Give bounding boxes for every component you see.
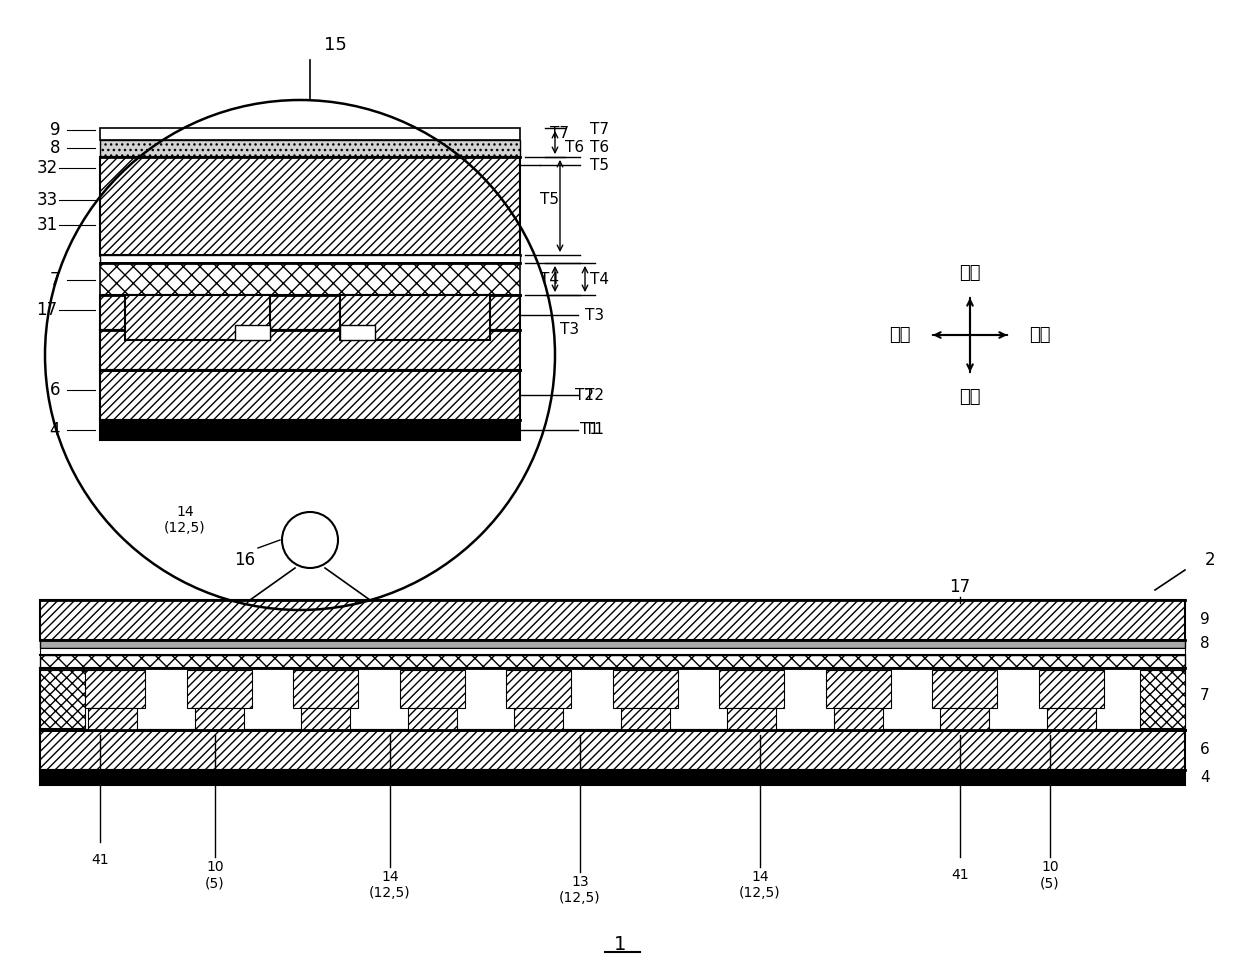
- Text: 下側: 下側: [960, 388, 981, 406]
- Bar: [613, 670, 677, 708]
- Bar: [100, 330, 520, 370]
- Text: T4: T4: [539, 271, 559, 287]
- Bar: [826, 670, 890, 708]
- Text: 17: 17: [950, 578, 971, 596]
- Text: 8: 8: [50, 139, 61, 157]
- Bar: [620, 708, 670, 730]
- Text: 10
(5): 10 (5): [205, 860, 224, 890]
- Bar: [940, 708, 990, 730]
- Text: 32: 32: [36, 159, 57, 177]
- Text: 上側: 上側: [960, 264, 981, 282]
- Text: 6: 6: [1200, 743, 1210, 757]
- Text: T5: T5: [590, 157, 609, 173]
- Text: 2: 2: [1205, 551, 1215, 569]
- Text: T4: T4: [590, 271, 609, 287]
- Text: T3: T3: [560, 322, 579, 338]
- Text: 6: 6: [50, 381, 61, 399]
- Text: 10
(5): 10 (5): [1040, 860, 1060, 890]
- Bar: [1140, 670, 1185, 728]
- Text: 7: 7: [1200, 687, 1210, 703]
- Bar: [833, 708, 883, 730]
- Bar: [932, 670, 997, 708]
- Text: 41: 41: [92, 853, 109, 867]
- Text: T1: T1: [580, 423, 599, 437]
- Text: T7: T7: [551, 127, 569, 142]
- Text: 31: 31: [36, 216, 57, 234]
- Text: 15: 15: [324, 36, 346, 54]
- Text: 1: 1: [614, 936, 626, 955]
- Bar: [408, 708, 456, 730]
- Bar: [100, 128, 520, 140]
- Text: T5: T5: [539, 192, 559, 208]
- Text: 14
(12,5): 14 (12,5): [370, 870, 410, 900]
- Bar: [515, 708, 563, 730]
- Bar: [100, 420, 520, 440]
- Bar: [100, 370, 520, 420]
- Bar: [100, 295, 520, 330]
- Text: T1: T1: [585, 423, 604, 437]
- Bar: [340, 325, 374, 340]
- Text: 17: 17: [36, 301, 57, 319]
- Text: T7: T7: [590, 123, 609, 138]
- Text: 33: 33: [36, 191, 57, 209]
- Bar: [81, 670, 145, 708]
- Text: 4: 4: [1200, 770, 1210, 786]
- Bar: [506, 670, 570, 708]
- Text: 14
(12,5): 14 (12,5): [739, 870, 781, 900]
- Bar: [100, 140, 520, 157]
- Bar: [186, 670, 252, 708]
- Text: 13
(12,5): 13 (12,5): [559, 874, 601, 905]
- Bar: [236, 325, 270, 340]
- Bar: [40, 648, 1185, 655]
- Bar: [399, 670, 465, 708]
- Text: T6: T6: [565, 141, 584, 155]
- Bar: [719, 670, 784, 708]
- Bar: [340, 295, 490, 340]
- Bar: [1047, 708, 1095, 730]
- Bar: [40, 730, 1185, 770]
- Bar: [40, 600, 1185, 640]
- Text: T6: T6: [590, 141, 609, 155]
- Text: T2: T2: [575, 387, 594, 402]
- Text: 左側: 左側: [889, 326, 910, 344]
- Bar: [100, 255, 520, 263]
- Text: 右側: 右側: [1029, 326, 1050, 344]
- Bar: [40, 640, 1185, 648]
- Bar: [727, 708, 776, 730]
- Text: 8: 8: [1200, 636, 1210, 652]
- Text: T2: T2: [585, 387, 604, 402]
- Text: 9: 9: [1200, 613, 1210, 628]
- Bar: [88, 708, 136, 730]
- Text: 14
(12,5): 14 (12,5): [164, 505, 206, 535]
- Bar: [40, 655, 1185, 668]
- Text: T3: T3: [585, 307, 604, 322]
- Text: 9: 9: [50, 121, 61, 139]
- Bar: [301, 708, 350, 730]
- Bar: [293, 670, 358, 708]
- Bar: [40, 670, 86, 728]
- Text: 41: 41: [951, 868, 968, 882]
- Text: 7: 7: [50, 271, 61, 289]
- Bar: [40, 668, 1185, 730]
- Bar: [125, 295, 270, 340]
- Bar: [40, 770, 1185, 785]
- Bar: [100, 157, 520, 255]
- Bar: [195, 708, 243, 730]
- Bar: [1039, 670, 1104, 708]
- Text: 4: 4: [50, 421, 61, 439]
- Text: 16: 16: [234, 551, 255, 569]
- Bar: [100, 263, 520, 295]
